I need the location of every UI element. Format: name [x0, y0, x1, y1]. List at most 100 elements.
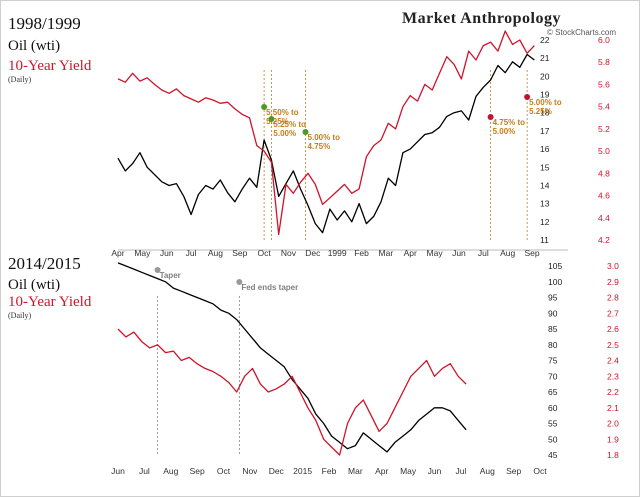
- y-left-tick-label: 65: [548, 387, 558, 397]
- y-right-tick-label: 4.2: [598, 235, 610, 245]
- annotation-label: 5.00% to 5.25%: [529, 98, 562, 116]
- x-tick-label: Mar: [348, 466, 363, 476]
- x-tick-label: May: [134, 248, 151, 258]
- y-left-tick-label: 15: [540, 162, 550, 172]
- x-tick-label: Aug: [480, 466, 495, 476]
- x-tick-label: 1999: [328, 248, 347, 258]
- annotation-label: 5.25% to 5.00%: [273, 120, 306, 138]
- x-tick-label: May: [427, 248, 444, 258]
- y-right-tick-label: 3.0: [607, 261, 619, 271]
- x-tick-label: Apr: [404, 248, 417, 258]
- y-right-tick-label: 5.6: [598, 79, 610, 89]
- panel1-series2-label: 10-Year Yield: [8, 58, 92, 74]
- x-tick-label: Sep: [506, 466, 521, 476]
- y-right-tick-label: 2.9: [607, 277, 619, 287]
- x-tick-label: Jun: [452, 248, 466, 258]
- yield-series-line: [117, 328, 467, 456]
- x-tick-label: Mar: [379, 248, 394, 258]
- x-tick-label: May: [400, 466, 417, 476]
- y-right-tick-label: 2.2: [607, 387, 619, 397]
- y-left-tick-label: 20: [540, 71, 550, 81]
- y-right-tick-label: 2.1: [607, 403, 619, 413]
- y-left-tick-label: 19: [540, 90, 550, 100]
- y-left-tick-label: 75: [548, 356, 558, 366]
- y-left-tick-label: 13: [540, 199, 550, 209]
- panel2-freq-label: (Daily): [8, 311, 31, 320]
- x-tick-label: Sep: [190, 466, 205, 476]
- panel-2014-2015: Jun Jul Aug Sep Oct Nov Dec 2015 Feb Mar Apr May Jun…: [111, 261, 619, 476]
- panel-1998-1999: Apr May Jun Jul Aug Sep Oct Nov Dec 1999 Feb Mar Apr…: [111, 30, 610, 258]
- oil-series-line: [117, 53, 535, 234]
- annotation-marker: [302, 129, 309, 135]
- y-right-tick-label: 1.8: [607, 450, 619, 460]
- annotation-label: Taper: [160, 271, 181, 280]
- y-right-tick-label: 2.3: [607, 371, 619, 381]
- annotation-label: 5.00% to 4.75%: [308, 133, 341, 151]
- y-right-tick-label: 4.4: [598, 213, 610, 223]
- x-tick-label: Dec: [305, 248, 321, 258]
- y-right-tick-label: 2.7: [607, 308, 619, 318]
- y-right-tick-label: 5.8: [598, 57, 610, 67]
- x-tick-label: Oct: [533, 466, 547, 476]
- y-left-tick-label: 105: [548, 261, 562, 271]
- x-tick-label: Oct: [217, 466, 231, 476]
- x-tick-label: Apr: [375, 466, 388, 476]
- x-tick-label: Jul: [455, 466, 466, 476]
- x-tick-label: Apr: [111, 248, 124, 258]
- x-tick-label: 2015: [293, 466, 312, 476]
- y-right-tick-label: 2.5: [607, 340, 619, 350]
- x-tick-label: Feb: [322, 466, 337, 476]
- y-left-tick-label: 12: [540, 217, 550, 227]
- panel2-series1-label: Oil (wti): [8, 277, 60, 293]
- x-tick-label: Jun: [160, 248, 174, 258]
- y-left-tick-label: 16: [540, 144, 550, 154]
- annotation-marker: [268, 116, 275, 122]
- y-left-tick-label: 90: [548, 308, 558, 318]
- y-left-tick-label: 22: [540, 35, 550, 45]
- x-tick-label: Aug: [500, 248, 515, 258]
- y-right-tick-label: 6.0: [598, 35, 610, 45]
- y-right-tick-label: 2.6: [607, 324, 619, 334]
- y-right-tick-label: 5.0: [598, 146, 610, 156]
- x-tick-label: Jul: [139, 466, 150, 476]
- y-right-tick-label: 5.4: [598, 102, 610, 112]
- yield-series-line: [117, 30, 535, 236]
- y-left-tick-label: 80: [548, 340, 558, 350]
- y-left-tick-label: 60: [548, 403, 558, 413]
- oil-series-line: [117, 262, 467, 453]
- y-left-tick-label: 50: [548, 434, 558, 444]
- annotation-marker: [524, 94, 531, 100]
- annotation-marker: [261, 104, 268, 110]
- x-tick-label: Aug: [208, 248, 223, 258]
- y-left-tick-label: 70: [548, 371, 558, 381]
- annotation-marker: [236, 279, 243, 285]
- y-right-tick-label: 5.2: [598, 124, 610, 134]
- x-tick-label: Sep: [232, 248, 247, 258]
- y-left-tick-label: 14: [540, 180, 550, 190]
- y-left-tick-label: 95: [548, 293, 558, 303]
- x-tick-label: Jun: [111, 466, 125, 476]
- panel2-series2-label: 10-Year Yield: [8, 294, 92, 310]
- x-tick-label: Jul: [186, 248, 197, 258]
- x-tick-label: Aug: [163, 466, 178, 476]
- branding-source: © StockCharts.com: [547, 28, 616, 37]
- x-tick-label: Dec: [269, 466, 285, 476]
- x-tick-label: Nov: [281, 248, 297, 258]
- y-left-tick-label: 21: [540, 53, 550, 63]
- annotation-marker: [487, 114, 494, 120]
- y-left-tick-label: 55: [548, 419, 558, 429]
- panel1-freq-label: (Daily): [8, 75, 31, 84]
- y-right-tick-label: 2.8: [607, 293, 619, 303]
- panel1-series1-label: Oil (wti): [8, 38, 60, 54]
- y-left-tick-label: 17: [540, 126, 550, 136]
- y-left-tick-label: 100: [548, 277, 562, 287]
- y-right-tick-label: 4.6: [598, 191, 610, 201]
- annotation-marker: [154, 267, 161, 273]
- annotation-label: 4.75% to 5.00%: [493, 118, 526, 136]
- panel1-title: 1998/1999: [8, 14, 81, 33]
- y-right-tick-label: 4.8: [598, 168, 610, 178]
- y-right-tick-label: 1.9: [607, 434, 619, 444]
- y-left-tick-label: 18: [540, 108, 550, 118]
